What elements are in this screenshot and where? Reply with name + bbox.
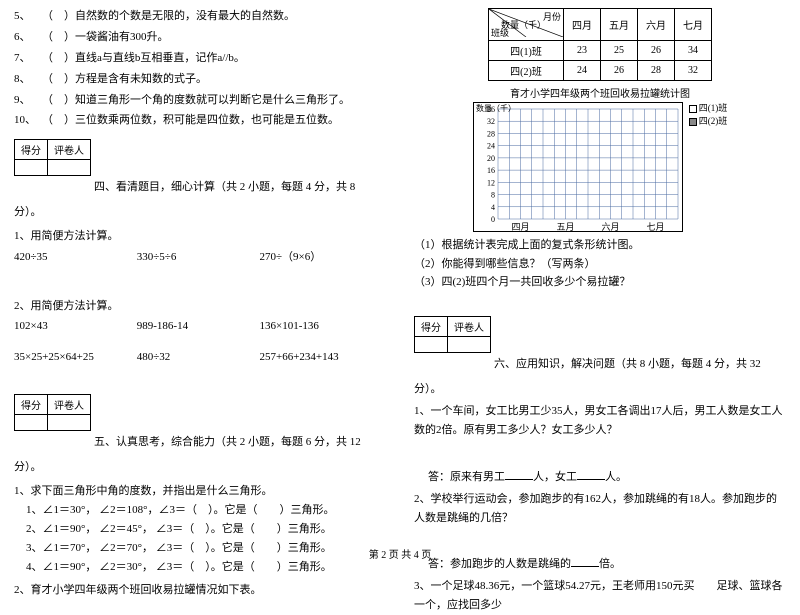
bar-chart: 04812162024283236四月五月六月七月数量（千） [473, 102, 683, 232]
tri-row: 1、∠1＝30°， ∠2＝108°，∠3＝（ ）。它是（ ）三角形。 [26, 501, 386, 520]
triangle-block: 1、求下面三角形中角的度数，并指出是什么三角形。 1、∠1＝30°， ∠2＝10… [14, 481, 386, 577]
judge-item: 6、（ ）一袋酱油有300升。 [14, 27, 386, 48]
chart-subq: （1）根据统计表完成上面的复式条形统计图。（2）你能得到哪些信息？（写两条）（3… [414, 236, 786, 292]
q2-text: 2、育才小学四年级两个班回收易拉罐情况如下表。 [14, 580, 386, 601]
score-cell: 得分 [15, 140, 48, 160]
svg-text:28: 28 [487, 129, 495, 138]
judge-item: 5、（ ）自然数的个数是无限的，没有最大的自然数。 [14, 6, 386, 27]
tri-row: 2、∠1＝90°， ∠2＝45°， ∠3＝（ ）。它是（ ）三角形。 [26, 520, 386, 539]
chart-subq-item: （1）根据统计表完成上面的复式条形统计图。 [414, 236, 786, 255]
chart-block: 育才小学四年级两个班回收易拉罐统计图 04812162024283236四月五月… [414, 85, 786, 232]
svg-text:四月: 四月 [511, 222, 529, 232]
section-6-title: 六、应用知识，解决问题（共 8 小题，每题 4 分，共 32 [494, 355, 786, 375]
chart-subq-item: （2）你能得到哪些信息？（写两条） [414, 255, 786, 274]
svg-text:五月: 五月 [556, 222, 574, 232]
section-5-title: 五、认真思考，综合能力（共 2 小题，每题 6 分，共 12 [94, 433, 386, 453]
chart-subq-item: （3）四(2)班四个月一共回收多少个易拉罐？ [414, 273, 786, 292]
judge-item: 8、（ ）方程是含有未知数的式子。 [14, 69, 386, 90]
score-box-5: 得分 评卷人 [14, 394, 386, 431]
svg-text:24: 24 [487, 142, 495, 151]
section-4-title: 四、看清题目，细心计算（共 2 小题，每题 4 分，共 8 [94, 178, 386, 198]
section-6-tail: 分）。 [414, 381, 786, 399]
app-q2: 2、学校举行运动会，参加跑步的有162人，参加跳绳的有18人。参加跑步的人数是跳… [414, 490, 786, 527]
judge-item: 9、（ ）知道三角形一个角的度数就可以判断它是什么三角形了。 [14, 90, 386, 111]
judge-item: 7、（ ）直线a与直线b互相垂直，记作a//b。 [14, 48, 386, 69]
data-table: 月份数量（千）班级四月五月六月七月四(1)班23252634四(2)班24262… [488, 8, 712, 81]
svg-text:32: 32 [487, 117, 495, 126]
svg-text:12: 12 [487, 178, 495, 187]
score-box-4: 得分 评卷人 [14, 139, 386, 176]
score-box-6: 得分 评卷人 [414, 316, 786, 353]
svg-text:0: 0 [491, 215, 495, 224]
page-footer: 第 2 页 共 4 页 [0, 546, 800, 561]
svg-text:20: 20 [487, 154, 495, 163]
svg-text:数量（千）: 数量（千） [476, 103, 516, 113]
calc-block-1: 1、用简便方法计算。 420÷35 330÷5÷6 270÷（9×6） [14, 226, 386, 268]
svg-text:六月: 六月 [601, 221, 619, 232]
svg-text:七月: 七月 [646, 222, 664, 232]
svg-text:8: 8 [491, 191, 495, 200]
judge-item: 10、（ ）三位数乘两位数，积可能是四位数，也可能是五位数。 [14, 110, 386, 131]
chart-legend: 四(1)班 四(2)班 [689, 102, 728, 127]
svg-text:4: 4 [491, 203, 495, 212]
app-q3: 3、一个足球48.36元，一个篮球54.27元，王老师用150元买 足球、篮球各… [414, 577, 786, 614]
grader-cell: 评卷人 [48, 140, 91, 160]
section-4-tail: 分）。 [14, 204, 386, 222]
svg-text:16: 16 [487, 166, 495, 175]
calc-block-2: 2、用简便方法计算。 102×43 989-186-14 136×101-136… [14, 296, 386, 369]
section-5-tail: 分）。 [14, 459, 386, 477]
app-a1: 答：原来有男工人，女工人。 [428, 468, 786, 484]
app-q1: 1、一个车间，女工比男工少35人，男女工各调出17人后，男工人数是女工人数的2倍… [414, 402, 786, 439]
